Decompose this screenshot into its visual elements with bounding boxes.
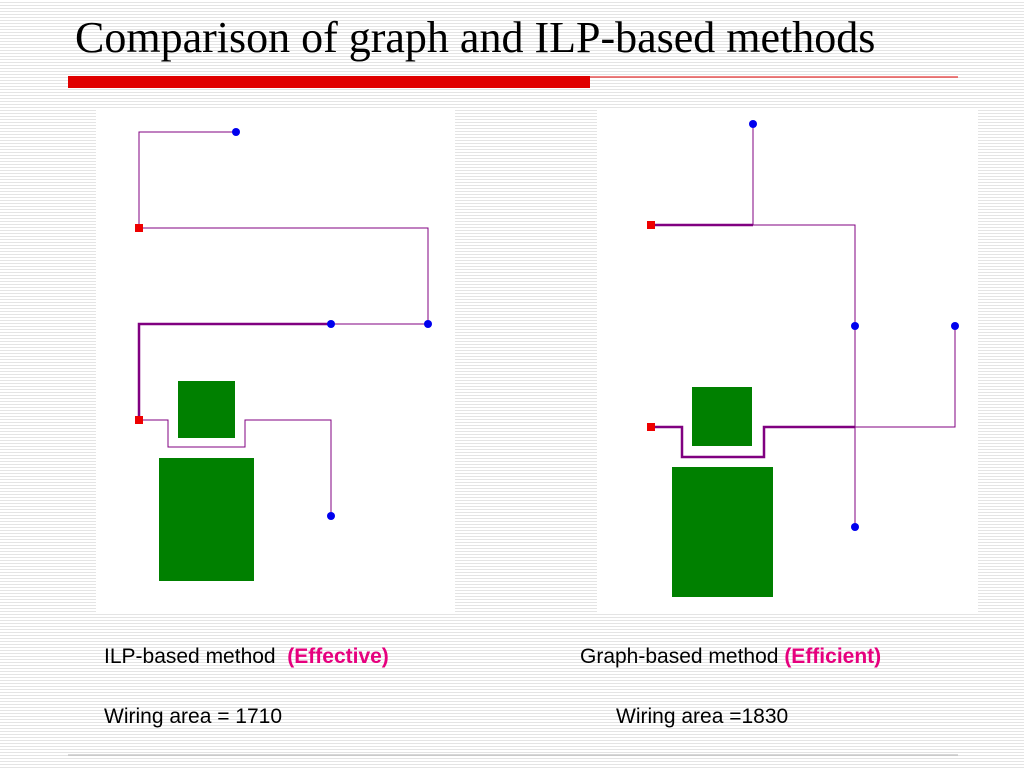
caption: Graph-based method (Efficient) bbox=[580, 645, 881, 669]
wire bbox=[752, 124, 856, 527]
method-name: ILP-based method bbox=[104, 645, 276, 668]
sink-pin bbox=[327, 512, 335, 520]
method-name: Graph-based method bbox=[580, 645, 779, 668]
graph-diagram bbox=[597, 108, 978, 612]
source-pin bbox=[135, 224, 143, 232]
panel bbox=[96, 108, 455, 612]
title-bar bbox=[68, 76, 590, 88]
obstacle bbox=[159, 458, 254, 581]
sink-pin bbox=[232, 128, 240, 136]
method-tag: (Effective) bbox=[287, 645, 389, 668]
method-tag: (Efficient) bbox=[784, 645, 882, 668]
wiring-area: Wiring area =1830 bbox=[616, 705, 789, 728]
obstacle bbox=[178, 381, 235, 438]
ilp-diagram bbox=[96, 108, 455, 612]
sink-pin bbox=[424, 320, 432, 328]
wire-thick bbox=[651, 425, 855, 459]
wire bbox=[138, 131, 429, 325]
obstacle bbox=[692, 387, 752, 446]
obstacle bbox=[672, 467, 773, 597]
wire bbox=[855, 326, 956, 428]
source-pin bbox=[647, 423, 655, 431]
title: Comparison of graph and ILP-based method… bbox=[75, 13, 876, 62]
panel bbox=[597, 108, 978, 612]
sink-pin bbox=[951, 322, 959, 330]
wire-thick bbox=[137, 322, 331, 420]
source-pin bbox=[647, 221, 655, 229]
sink-pin bbox=[851, 523, 859, 531]
source-pin bbox=[135, 416, 143, 424]
sink-pin bbox=[851, 322, 859, 330]
wiring-area: Wiring area = 1710 bbox=[104, 705, 283, 728]
sink-pin bbox=[327, 320, 335, 328]
caption: ILP-based method (Effective) bbox=[104, 645, 389, 669]
sink-pin bbox=[749, 120, 757, 128]
wire bbox=[139, 419, 332, 516]
